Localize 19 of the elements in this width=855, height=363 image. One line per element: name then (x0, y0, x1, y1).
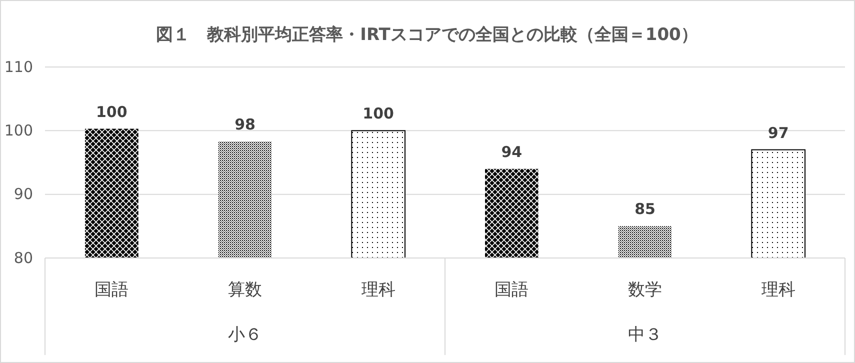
text: 小６ (228, 325, 262, 345)
data-label: 100 (362, 104, 394, 123)
y-tick-label: 80 (14, 248, 33, 267)
data-label: 98 (234, 115, 256, 134)
x-tick-label: 算数 (228, 280, 262, 300)
data-label: 85 (634, 200, 656, 218)
x-tick-label: 国語 (94, 280, 129, 300)
x-tick-label: 数学 (628, 280, 662, 300)
data-label: 94 (501, 142, 522, 161)
y-tick-label: 110 (4, 58, 33, 76)
chart-title: 図１ 教科別平均正答率・IRTスコアでの全国との比較（全国＝100） (156, 25, 698, 45)
x-tick-label: 理科 (361, 280, 396, 300)
text: 中３ (628, 325, 662, 345)
y-tick-label: 90 (14, 185, 33, 204)
x-tick-label: 国語 (494, 280, 529, 300)
x-tick-label: 理科 (761, 280, 796, 300)
data-label: 97 (768, 124, 789, 142)
data-label: 100 (96, 102, 128, 121)
y-tick-label: 100 (4, 121, 33, 140)
